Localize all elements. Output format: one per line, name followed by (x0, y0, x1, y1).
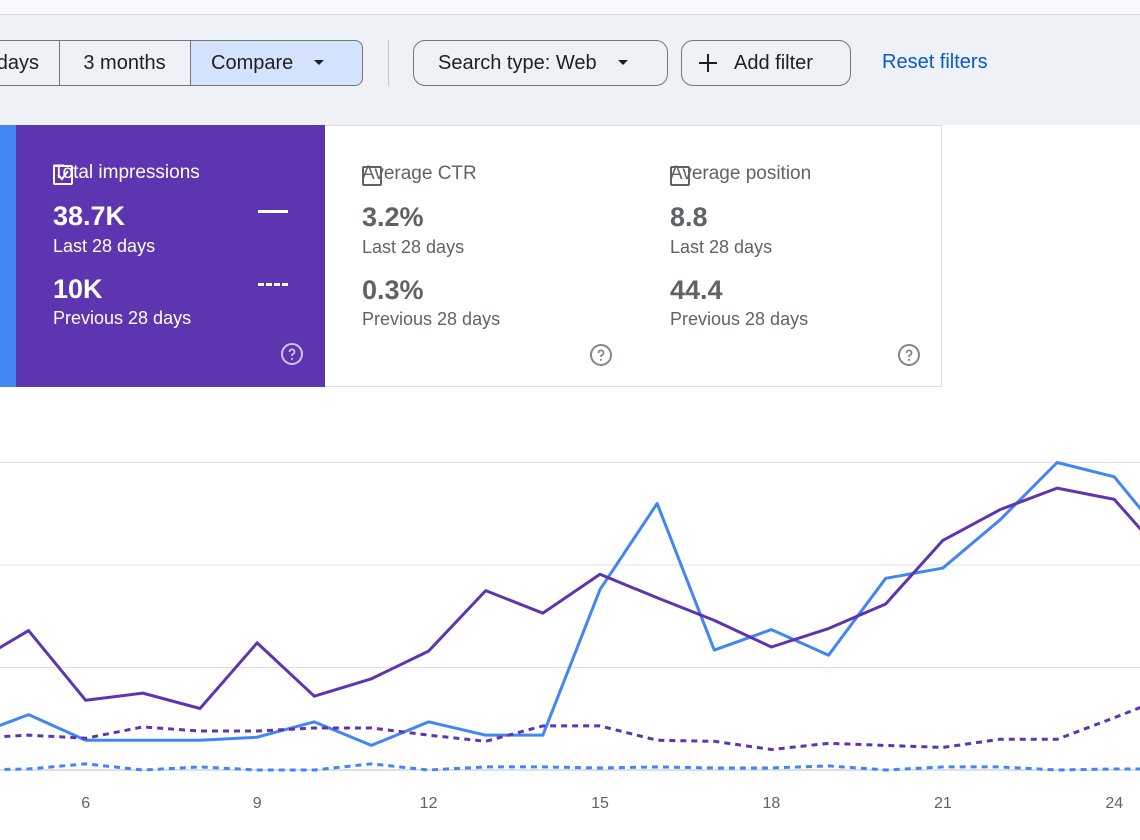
data-line (0, 705, 1140, 751)
data-line (0, 461, 1140, 747)
legend-solid (258, 210, 288, 213)
current-value: 8.8 (670, 202, 708, 232)
reset-filters-link[interactable]: Reset filters (882, 51, 988, 73)
button-label: Search type: Web (438, 51, 597, 74)
question-mark (905, 349, 913, 361)
metric-card[interactable]: Average position 8.8 Last 28 days 44.4 Previ… (633, 125, 942, 387)
current-value: 38.7K (53, 201, 126, 231)
metric-label: Average position (670, 163, 812, 184)
button-label: Compare (211, 51, 294, 74)
clicks-card-edge (0, 125, 16, 387)
button-label: days (0, 51, 39, 74)
legend-dashed (258, 283, 288, 286)
date-button[interactable]: days (0, 40, 60, 86)
top-strip (0, 0, 1140, 15)
x-tick-label: 18 (763, 795, 781, 812)
dropdown-arrow (314, 60, 325, 65)
metric-card[interactable]: Average CTR 3.2% Last 28 days 0.3% Previous … (325, 125, 634, 387)
question-mark (288, 348, 296, 360)
help-icon[interactable] (590, 344, 612, 366)
current-label: Last 28 days (670, 237, 773, 257)
previous-value: 10K (53, 274, 103, 304)
button-label: Add filter (734, 51, 813, 74)
previous-label: Previous 28 days (53, 308, 192, 328)
previous-value: 44.4 (670, 275, 723, 305)
plus-icon (699, 54, 717, 72)
metric-card[interactable]: Total impressions 38.7K Last 28 days 10K Pre… (16, 125, 325, 387)
add-filter-button[interactable]: Add filter (681, 40, 851, 86)
checkbox[interactable] (53, 165, 73, 185)
previous-label: Previous 28 days (362, 309, 501, 329)
metric-label: Average CTR (362, 163, 477, 184)
x-tick-label: 24 (1105, 795, 1123, 812)
compare-button[interactable]: Compare (190, 40, 363, 86)
divider (388, 40, 389, 86)
x-tick-label: 21 (934, 795, 952, 812)
current-label: Last 28 days (53, 236, 156, 256)
x-tick-label: 6 (81, 795, 90, 812)
data-line (0, 486, 1140, 710)
search-type-button[interactable]: Search type: Web (413, 40, 668, 86)
chart: 6 9 12 15 18 21 24 (0, 461, 1140, 812)
metric-label: Total impressions (53, 162, 200, 183)
x-tick-label: 12 (420, 795, 438, 812)
x-tick-label: 9 (253, 795, 262, 812)
help-icon[interactable] (281, 343, 303, 365)
date-button[interactable]: 3 months (59, 40, 191, 86)
previous-label: Previous 28 days (670, 309, 809, 329)
current-label: Last 28 days (362, 237, 465, 257)
checkbox[interactable] (362, 166, 382, 186)
x-tick-label: 15 (591, 795, 609, 812)
question-mark (597, 349, 605, 361)
previous-value: 0.3% (362, 275, 424, 305)
current-value: 3.2% (362, 202, 424, 232)
check-mark (57, 170, 69, 181)
button-label: 3 months (83, 51, 166, 74)
help-icon[interactable] (898, 344, 920, 366)
dropdown-arrow (617, 60, 628, 65)
toolbar: days 3 months Compare Search type: Web A… (0, 15, 1140, 125)
checkbox[interactable] (670, 166, 690, 186)
data-line (0, 762, 1140, 772)
